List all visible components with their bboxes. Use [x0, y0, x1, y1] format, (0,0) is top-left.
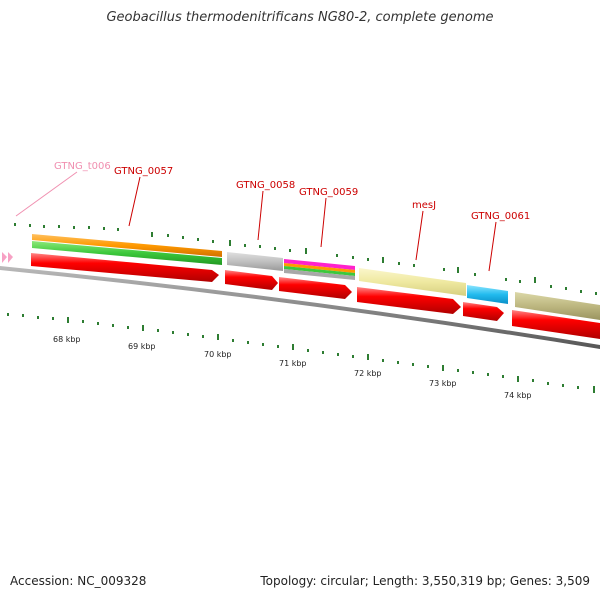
leader-gtng-0059	[320, 197, 327, 248]
cds-gtng-0057	[31, 253, 219, 282]
page-title: Geobacillus thermodenitrificans NG80-2, …	[106, 10, 494, 25]
leader-mesj	[415, 210, 424, 261]
feature-orange-2	[284, 263, 355, 273]
trna-marker	[2, 252, 13, 263]
feature-orange	[32, 234, 222, 257]
label-gtng-0057: GTNG_0057	[114, 166, 173, 177]
leader-gtng-0057	[128, 176, 141, 227]
scale-labels: 68 kbp 69 kbp 70 kbp 71 kbp 72 kbp 73 kb…	[53, 335, 532, 400]
upper-tick-row	[14, 223, 597, 295]
scale-label-68kbp: 68 kbp	[53, 335, 81, 344]
feature-gray-2	[284, 269, 355, 280]
label-gtng-0058: GTNG_0058	[236, 180, 295, 191]
label-mesj: mesJ	[412, 200, 436, 211]
cds-gtng-0059	[279, 277, 352, 299]
label-gtng-0059: GTNG_0059	[299, 187, 358, 198]
feature-green-2	[284, 266, 355, 276]
gene-labels: GTNG_t006 GTNG_0057 GTNG_0058 GTNG_0059 …	[54, 161, 530, 222]
scale-label-72kbp: 72 kbp	[354, 369, 382, 378]
accession-text: Accession: NC_009328	[10, 574, 147, 588]
scale-label-73kbp: 73 kbp	[429, 379, 457, 388]
cds-gtng-0061	[463, 302, 504, 321]
feature-olive	[515, 292, 600, 320]
feature-green-1	[32, 241, 222, 265]
cds-arrows[interactable]	[31, 253, 600, 339]
label-leaders	[15, 171, 497, 272]
feature-magenta	[284, 259, 355, 270]
feature-yellow	[359, 268, 466, 296]
leader-gtng-0058	[257, 190, 264, 241]
scale-label-74kbp: 74 kbp	[504, 391, 532, 400]
leader-gtng-t006	[15, 171, 78, 217]
feature-cyan	[467, 285, 508, 304]
scale-label-70kbp: 70 kbp	[204, 350, 232, 359]
cds-next	[512, 310, 600, 339]
scale-label-69kbp: 69 kbp	[128, 342, 156, 351]
leader-gtng-0061	[488, 221, 497, 272]
lower-tick-row	[7, 313, 595, 393]
genome-summary-text: Topology: circular; Length: 3,550,319 bp…	[260, 574, 590, 588]
cds-mesj	[357, 287, 461, 314]
feature-tracks	[32, 234, 600, 320]
feature-gray	[227, 252, 283, 271]
label-gtng-t006: GTNG_t006	[54, 161, 111, 172]
cds-gtng-0058	[225, 270, 278, 290]
scale-label-71kbp: 71 kbp	[279, 359, 307, 368]
genome-backbone	[0, 266, 600, 349]
label-gtng-0061: GTNG_0061	[471, 211, 530, 222]
